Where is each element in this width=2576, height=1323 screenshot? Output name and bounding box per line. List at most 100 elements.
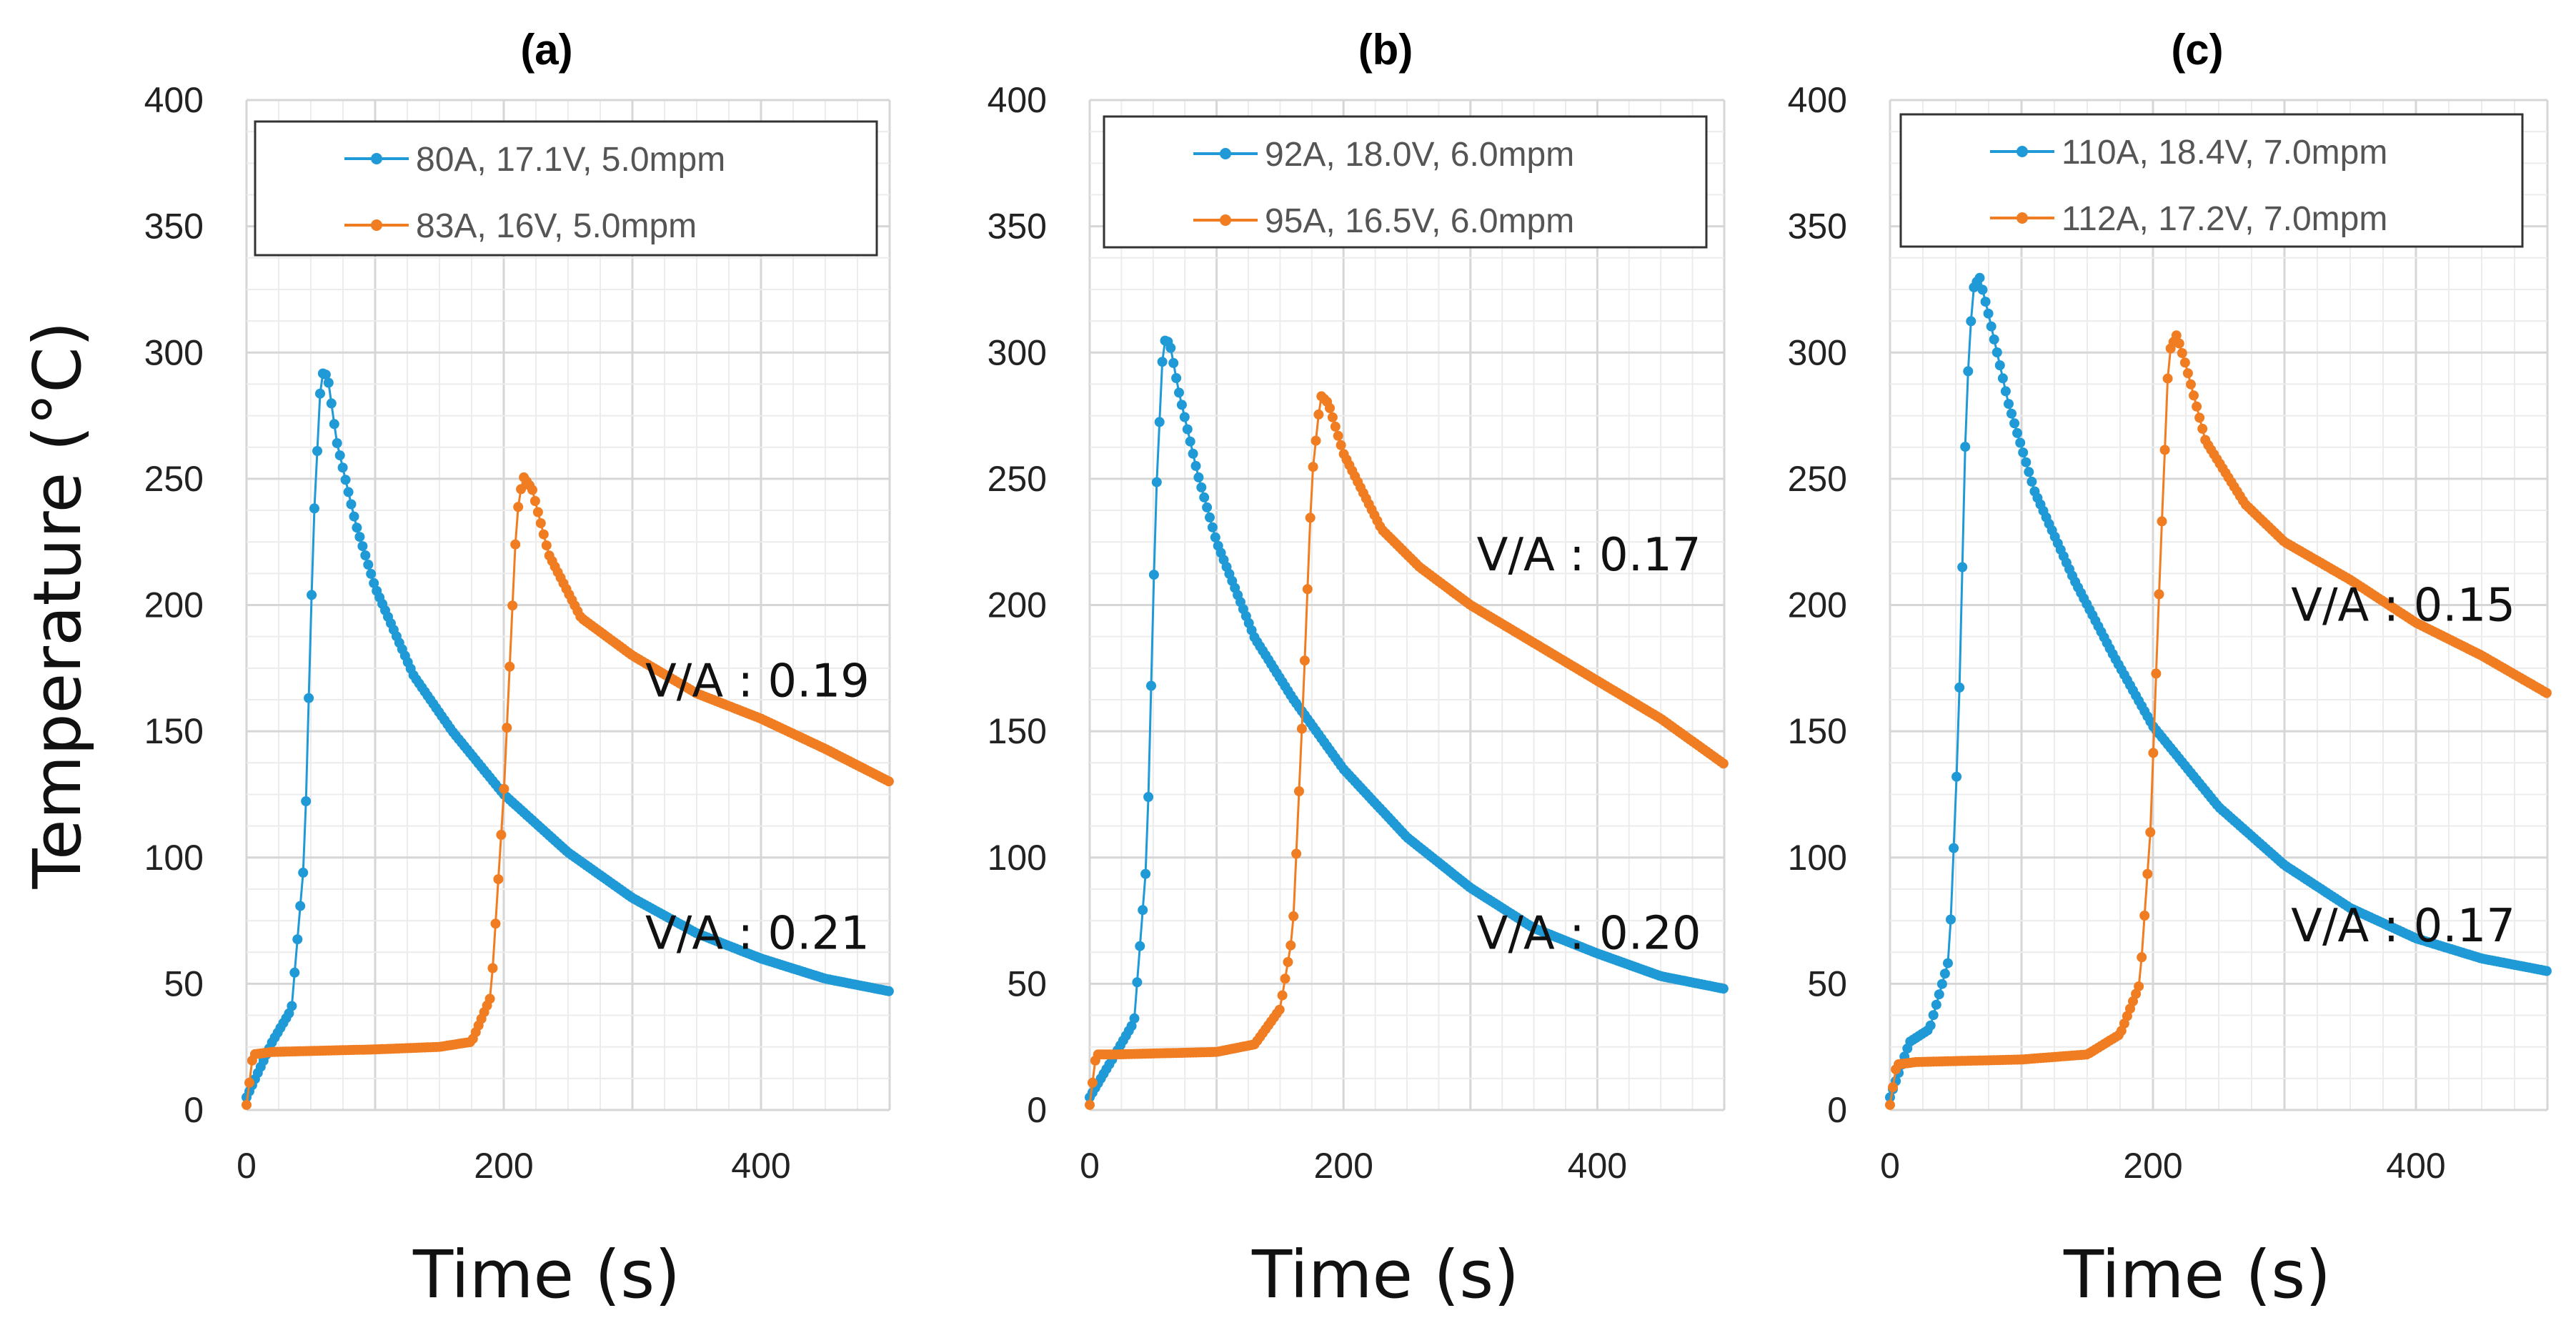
data-point <box>1182 424 1193 435</box>
data-point <box>490 918 501 929</box>
legend-label: 110A, 18.4V, 7.0mpm <box>2062 134 2387 172</box>
data-point <box>504 661 515 672</box>
series-orange <box>242 472 894 1110</box>
y-tick-label: 400 <box>1788 80 1847 120</box>
data-point <box>320 370 331 380</box>
data-point <box>493 874 504 885</box>
data-point <box>1207 522 1218 532</box>
data-point <box>1888 1082 1898 1093</box>
data-point <box>2024 467 2034 477</box>
legend-swatch-marker <box>2016 146 2028 157</box>
data-point <box>295 901 306 911</box>
data-point <box>1129 1013 1140 1024</box>
data-point <box>346 499 357 510</box>
data-point <box>1333 430 1343 441</box>
data-point <box>287 1001 297 1011</box>
data-point <box>532 507 543 517</box>
data-point <box>2157 516 2167 527</box>
data-point <box>329 419 339 430</box>
annotation-label: V/A : 0.20 <box>1477 908 1701 961</box>
data-point <box>1928 1010 1939 1021</box>
data-point <box>2177 348 2187 358</box>
x-tick-label: 200 <box>1313 1146 1373 1186</box>
data-point <box>1305 512 1316 523</box>
data-point <box>1205 512 1215 522</box>
data-point <box>1986 321 1996 332</box>
data-point <box>2154 589 2164 600</box>
data-point <box>484 994 495 1004</box>
data-point <box>1190 460 1201 471</box>
data-point <box>2142 868 2153 879</box>
data-point <box>1291 848 1302 859</box>
data-point <box>2137 952 2147 963</box>
data-point <box>1936 978 1947 989</box>
data-point <box>2009 418 2020 429</box>
y-tick-label: 400 <box>144 80 204 120</box>
y-tick-label: 300 <box>144 332 204 372</box>
data-point <box>298 867 309 878</box>
data-point <box>2148 748 2159 758</box>
data-point <box>1285 940 1296 951</box>
data-point <box>1966 316 1976 327</box>
data-point <box>1718 983 1729 994</box>
annotation-label: V/A : 0.17 <box>1477 529 1701 582</box>
x-tick-label: 0 <box>1080 1146 1100 1186</box>
x-tick-label: 0 <box>237 1146 257 1186</box>
y-tick-label: 50 <box>1807 963 1847 1004</box>
data-point <box>363 560 374 570</box>
data-point <box>2159 445 2170 455</box>
legend-label: 112A, 17.2V, 7.0mpm <box>2062 200 2387 238</box>
data-point <box>1171 373 1182 383</box>
data-point <box>1718 758 1729 769</box>
data-point <box>1087 1077 1098 1088</box>
data-point <box>332 438 342 448</box>
y-tick-label: 150 <box>144 711 204 751</box>
y-tick-label: 100 <box>144 838 204 878</box>
data-point <box>289 967 300 978</box>
data-point <box>1277 990 1288 1001</box>
chart-panel-c: 0 50 100 150 200 250 300 350 400 0 200 400 (c) Time (… <box>1788 26 2552 1313</box>
data-point <box>1154 417 1165 427</box>
data-point <box>357 541 368 552</box>
data-point <box>334 450 345 461</box>
data-point <box>1885 1099 1895 1110</box>
data-point <box>1951 771 1962 782</box>
x-axis-label: Time (s) <box>412 1237 680 1313</box>
x-tick-label: 400 <box>2386 1146 2445 1186</box>
legend-swatch-marker <box>2016 212 2028 224</box>
data-point <box>2018 447 2029 458</box>
data-point <box>352 522 362 533</box>
data-point <box>2006 408 2016 419</box>
data-point <box>354 532 365 542</box>
data-point <box>2027 476 2037 487</box>
legend: 92A, 18.0V, 6.0mpm 95A, 16.5V, 6.0mpm <box>1103 115 1708 249</box>
data-point <box>1946 914 1956 925</box>
data-point <box>2012 427 2023 438</box>
data-point <box>1949 843 1959 853</box>
data-point <box>883 986 894 996</box>
data-point <box>513 502 524 512</box>
x-tick-label: 200 <box>474 1146 533 1186</box>
annotation-label: V/A : 0.17 <box>2291 900 2515 953</box>
x-tick-label: 0 <box>1880 1146 1900 1186</box>
data-point <box>1325 403 1335 413</box>
data-point <box>2174 338 2184 349</box>
data-point <box>502 723 512 733</box>
data-point <box>1210 532 1220 542</box>
y-tick-label: 250 <box>988 459 1047 499</box>
data-point <box>541 540 552 551</box>
series-blue <box>1085 335 1729 1103</box>
data-point <box>1283 957 1293 967</box>
data-point <box>2179 357 2190 368</box>
y-tick-label: 250 <box>144 459 204 499</box>
data-point <box>487 963 498 973</box>
data-point <box>301 796 312 806</box>
data-point <box>2171 330 2182 341</box>
data-point <box>244 1077 254 1088</box>
y-axis-label: Temperature (°C) <box>19 321 96 889</box>
y-tick-label: 250 <box>1788 459 1847 499</box>
data-point <box>366 568 377 579</box>
data-point <box>2145 827 2156 838</box>
series-blue <box>1885 272 2552 1103</box>
